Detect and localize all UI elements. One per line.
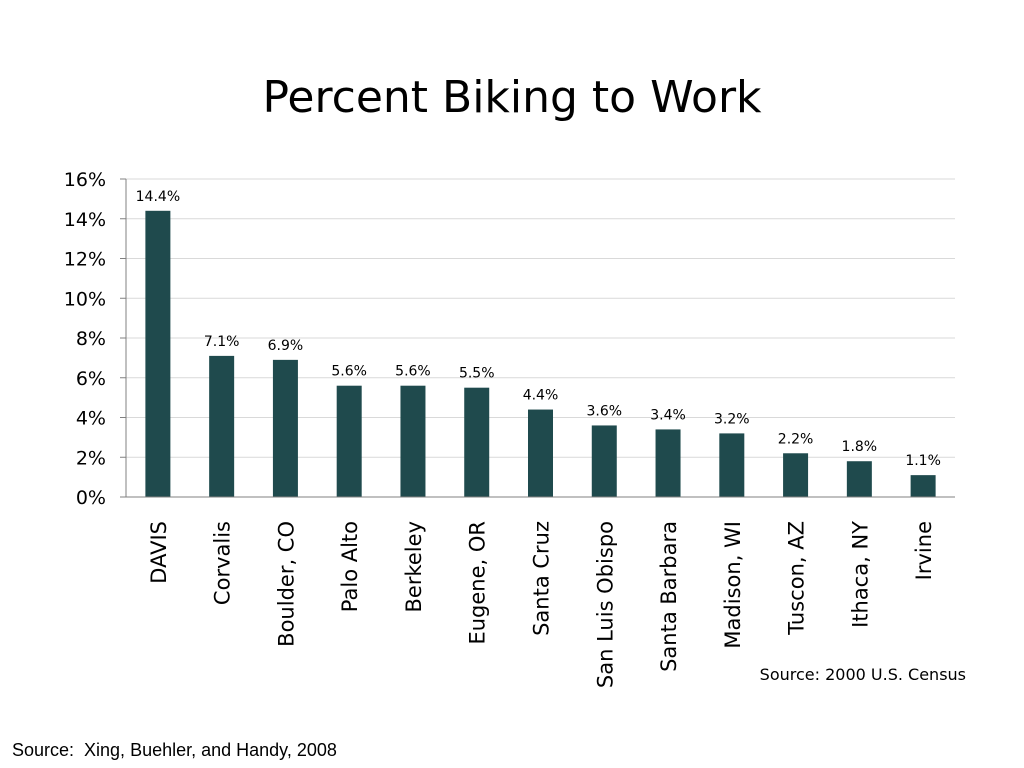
bar	[655, 429, 681, 497]
bar	[464, 387, 490, 497]
data-label: 4.4%	[523, 388, 559, 404]
y-tick-label: 6%	[76, 368, 106, 390]
data-label: 7.1%	[204, 334, 240, 350]
data-label: 6.9%	[268, 338, 304, 354]
y-tick-label: 12%	[64, 249, 106, 271]
y-tick-label: 10%	[64, 288, 106, 310]
x-tick-label: Eugene, OR	[466, 521, 490, 645]
bar	[783, 453, 809, 497]
data-label: 2.2%	[778, 431, 814, 447]
bars	[145, 210, 936, 498]
data-label: 1.8%	[842, 439, 878, 455]
bar	[336, 385, 362, 497]
x-tick-label: Ithaca, NY	[848, 521, 872, 628]
bar	[719, 433, 745, 497]
y-axis-ticks: 0% 2% 4% 6% 8% 10% 12% 14% 16%	[64, 169, 126, 509]
x-tick-label: Santa Cruz	[530, 521, 554, 636]
data-label: 3.4%	[650, 407, 686, 423]
bar	[272, 359, 298, 497]
data-label: 14.4%	[136, 189, 180, 205]
y-tick-label: 0%	[76, 487, 106, 509]
bar	[591, 425, 617, 497]
x-tick-label: Boulder, CO	[274, 521, 298, 647]
bar	[846, 461, 872, 497]
x-tick-label: Palo Alto	[338, 521, 362, 612]
data-label: 5.6%	[395, 364, 431, 380]
data-label: 1.1%	[905, 453, 941, 469]
chart-source-annotation: Source: 2000 U.S. Census	[760, 665, 966, 684]
bar-chart: 0% 2% 4% 6% 8% 10% 12% 14% 16% 14.4% 7.1% 6.9% 5.6%…	[64, 169, 966, 688]
bar	[209, 355, 235, 497]
x-tick-label: Berkeley	[402, 521, 426, 612]
data-label: 3.2%	[714, 411, 750, 427]
bar	[145, 210, 171, 498]
x-tick-label: San Luis Obispo	[593, 521, 617, 688]
y-tick-label: 2%	[76, 447, 106, 469]
x-tick-label: Madison, WI	[721, 521, 745, 649]
bar	[528, 409, 553, 497]
slide-title: Percent Biking to Work	[262, 72, 762, 123]
y-tick-label: 16%	[64, 169, 106, 191]
data-labels: 14.4% 7.1% 6.9% 5.6% 5.6% 5.5% 4.4% 3.6% 3.4% 3.2…	[136, 189, 941, 469]
x-tick-label: Santa Barbara	[657, 521, 681, 672]
x-axis-labels: DAVIS Corvalis Boulder, CO Palo Alto Berkele…	[147, 521, 936, 688]
y-tick-label: 4%	[76, 408, 106, 430]
x-tick-label: DAVIS	[147, 521, 171, 584]
data-label: 3.6%	[586, 403, 622, 419]
y-tick-label: 14%	[64, 209, 106, 231]
data-label: 5.5%	[459, 366, 495, 382]
x-tick-label: Corvalis	[211, 521, 235, 605]
y-tick-label: 8%	[76, 328, 106, 350]
bar	[400, 385, 426, 497]
footer-source: Source: Xing, Buehler, and Handy, 2008	[12, 740, 337, 760]
x-tick-label: Irvine	[912, 521, 936, 580]
data-label: 5.6%	[331, 364, 367, 380]
bar	[910, 475, 936, 497]
x-tick-label: Tuscon, AZ	[785, 521, 809, 636]
